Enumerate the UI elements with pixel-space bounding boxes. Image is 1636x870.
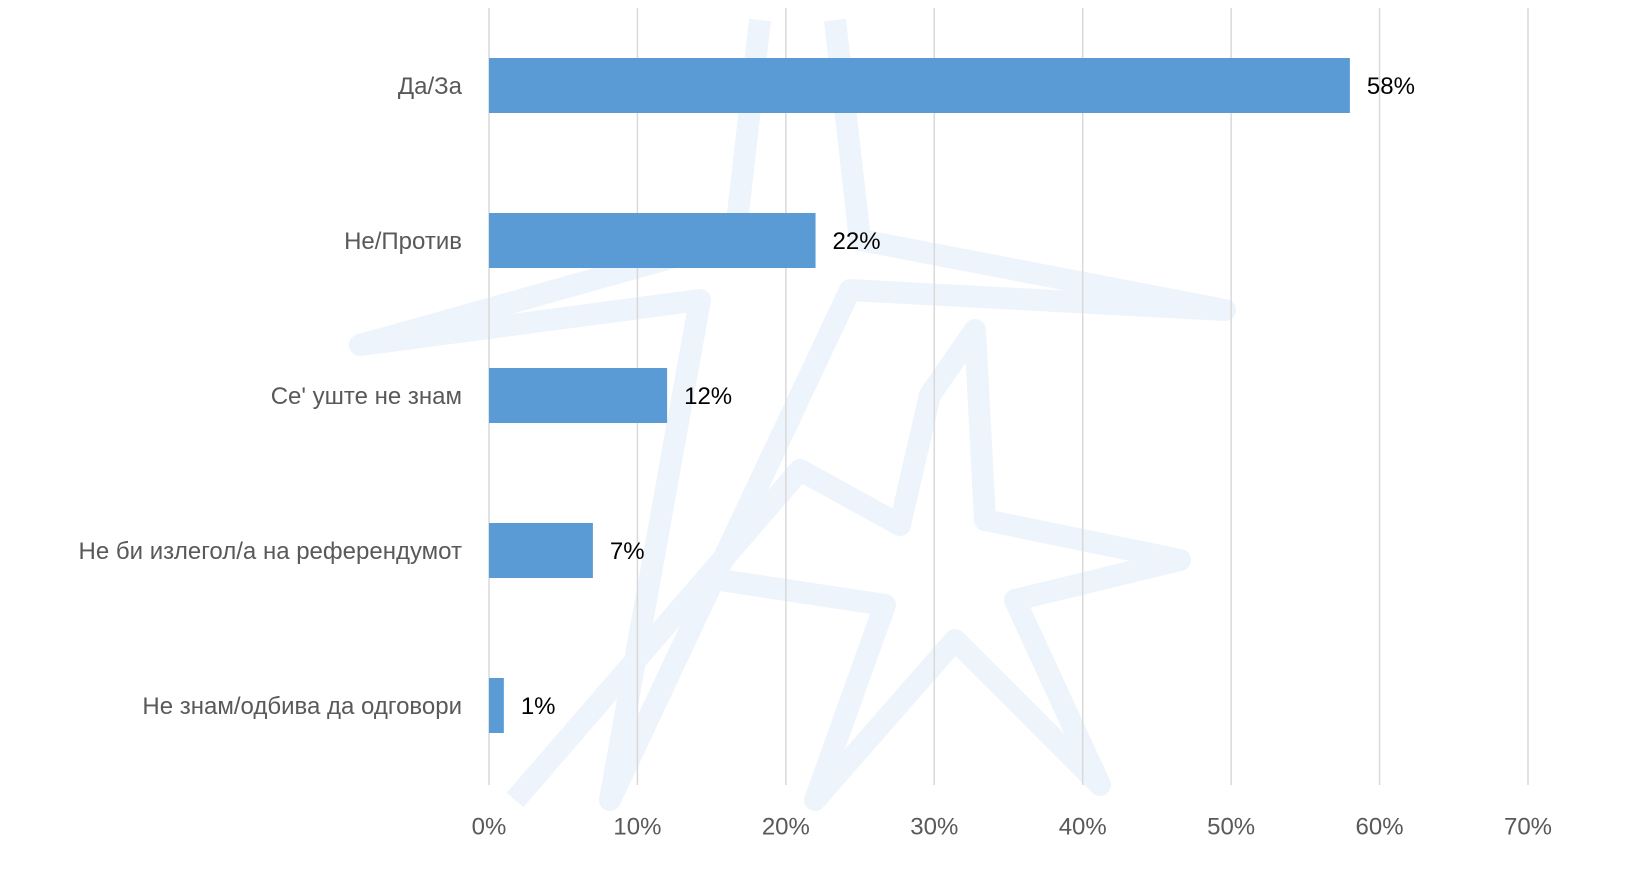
bar [489,368,667,423]
data-label: 58% [1367,73,1415,100]
y-tick-label: Се' уште не знам [271,383,462,410]
data-label: 12% [684,383,732,410]
x-tick-label: 60% [1356,813,1404,840]
x-tick-label: 0% [472,813,507,840]
y-tick-label: Не би излегол/а на референдумот [79,538,462,565]
data-label: 22% [833,228,881,255]
bar [489,523,593,578]
x-tick-label: 30% [910,813,958,840]
bar [489,678,504,733]
y-tick-label: Не знам/одбива да одговори [142,693,462,720]
x-tick-label: 50% [1207,813,1255,840]
data-label: 1% [521,693,556,720]
chart: 0% 10% 20% 30% 40% 50% 60% 70% Да/За 58% Не/Против… [0,0,1636,870]
x-tick-label: 40% [1059,813,1107,840]
bar [489,213,816,268]
data-label: 7% [610,538,645,565]
x-tick-label: 20% [762,813,810,840]
x-tick-label: 70% [1504,813,1552,840]
bar [489,58,1350,113]
x-tick-label: 10% [613,813,661,840]
y-tick-label: Да/За [398,73,463,100]
y-tick-label: Не/Против [344,228,462,255]
plot-area: 0% 10% 20% 30% 40% 50% 60% 70% Да/За 58% Не/Против… [79,8,1552,840]
